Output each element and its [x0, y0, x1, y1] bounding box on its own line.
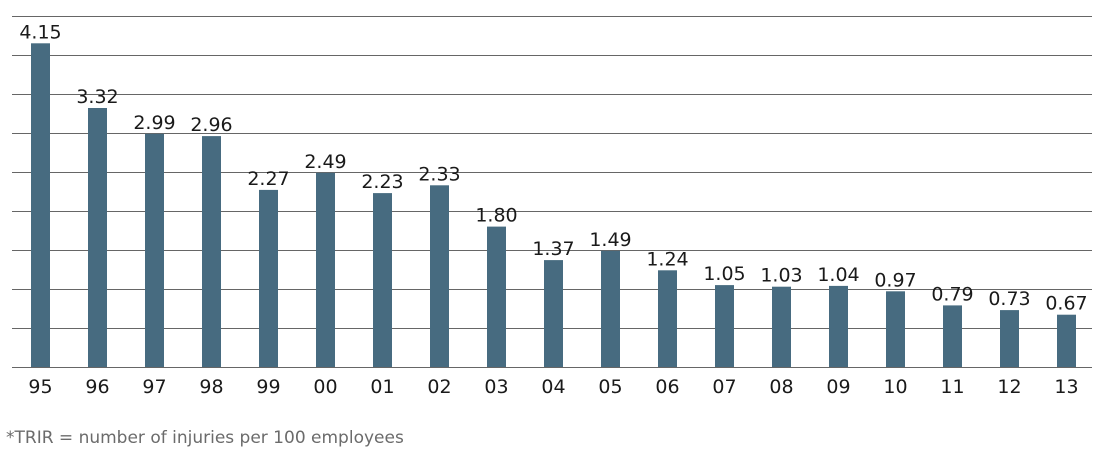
bar-04 [544, 260, 563, 367]
bar-98 [202, 136, 221, 367]
bars [31, 43, 1076, 368]
x-tick-label-13: 13 [1054, 376, 1078, 398]
x-tick-label-00: 00 [313, 376, 337, 398]
x-tick-label-09: 09 [826, 376, 850, 398]
value-label-08: 1.03 [760, 265, 802, 287]
bar-01 [373, 193, 392, 367]
bar-03 [487, 226, 506, 367]
bar-11 [943, 305, 962, 367]
bar-10 [886, 291, 905, 367]
x-tick-label-99: 99 [256, 376, 280, 398]
x-tick-label-98: 98 [199, 376, 223, 398]
bar-96 [88, 108, 107, 367]
gridlines [12, 16, 1092, 368]
x-tick-label-95: 95 [28, 376, 52, 398]
x-tick-label-04: 04 [541, 376, 565, 398]
bar-08 [772, 286, 791, 367]
value-label-97: 2.99 [133, 112, 175, 134]
bar-13 [1057, 314, 1076, 367]
value-label-05: 1.49 [589, 229, 631, 251]
value-label-11: 0.79 [931, 283, 973, 305]
bar-97 [145, 133, 164, 367]
x-tick-label-01: 01 [370, 376, 394, 398]
bar-02 [430, 185, 449, 367]
trir-bar-chart: 4.15 3.32 2.99 2.96 2.27 2.49 2.23 2.33 1.80 1.37… [12, 16, 1092, 398]
value-label-00: 2.49 [304, 151, 346, 173]
x-tick-label-06: 06 [655, 376, 679, 398]
value-label-98: 2.96 [190, 114, 232, 136]
x-tick-label-02: 02 [427, 376, 451, 398]
bar-06 [658, 270, 677, 367]
x-axis-tick-labels: 95 96 97 98 99 00 01 02 03 04 05 06 07 08 09 10 11 12 13 [28, 376, 1078, 398]
value-label-99: 2.27 [247, 168, 289, 190]
value-label-04: 1.37 [532, 238, 574, 260]
bar-09 [829, 285, 848, 367]
bar-05 [601, 250, 620, 367]
value-label-01: 2.23 [361, 171, 403, 193]
value-labels: 4.15 3.32 2.99 2.96 2.27 2.49 2.23 2.33 1.80 1.37… [19, 21, 1087, 314]
bar-00 [316, 172, 335, 367]
bar-99 [259, 189, 278, 367]
value-label-95: 4.15 [19, 21, 61, 43]
value-label-96: 3.32 [76, 86, 118, 108]
value-label-09: 1.04 [817, 264, 859, 286]
value-label-02: 2.33 [418, 163, 460, 185]
bar-12 [1000, 310, 1019, 367]
value-label-13: 0.67 [1045, 293, 1087, 315]
bar-07 [715, 285, 734, 367]
value-label-07: 1.05 [703, 263, 745, 285]
value-label-10: 0.97 [874, 269, 916, 291]
bar-95 [31, 43, 50, 368]
x-tick-label-07: 07 [712, 376, 736, 398]
x-tick-label-97: 97 [142, 376, 166, 398]
x-tick-label-08: 08 [769, 376, 793, 398]
x-tick-label-96: 96 [85, 376, 109, 398]
x-tick-label-12: 12 [997, 376, 1021, 398]
value-label-12: 0.73 [988, 288, 1030, 310]
x-tick-label-05: 05 [598, 376, 622, 398]
value-label-06: 1.24 [646, 248, 688, 270]
x-tick-label-10: 10 [883, 376, 907, 398]
value-label-03: 1.80 [475, 205, 517, 227]
chart-footnote: *TRIR = number of injuries per 100 emplo… [6, 428, 404, 448]
x-tick-label-11: 11 [940, 376, 964, 398]
x-tick-label-03: 03 [484, 376, 508, 398]
